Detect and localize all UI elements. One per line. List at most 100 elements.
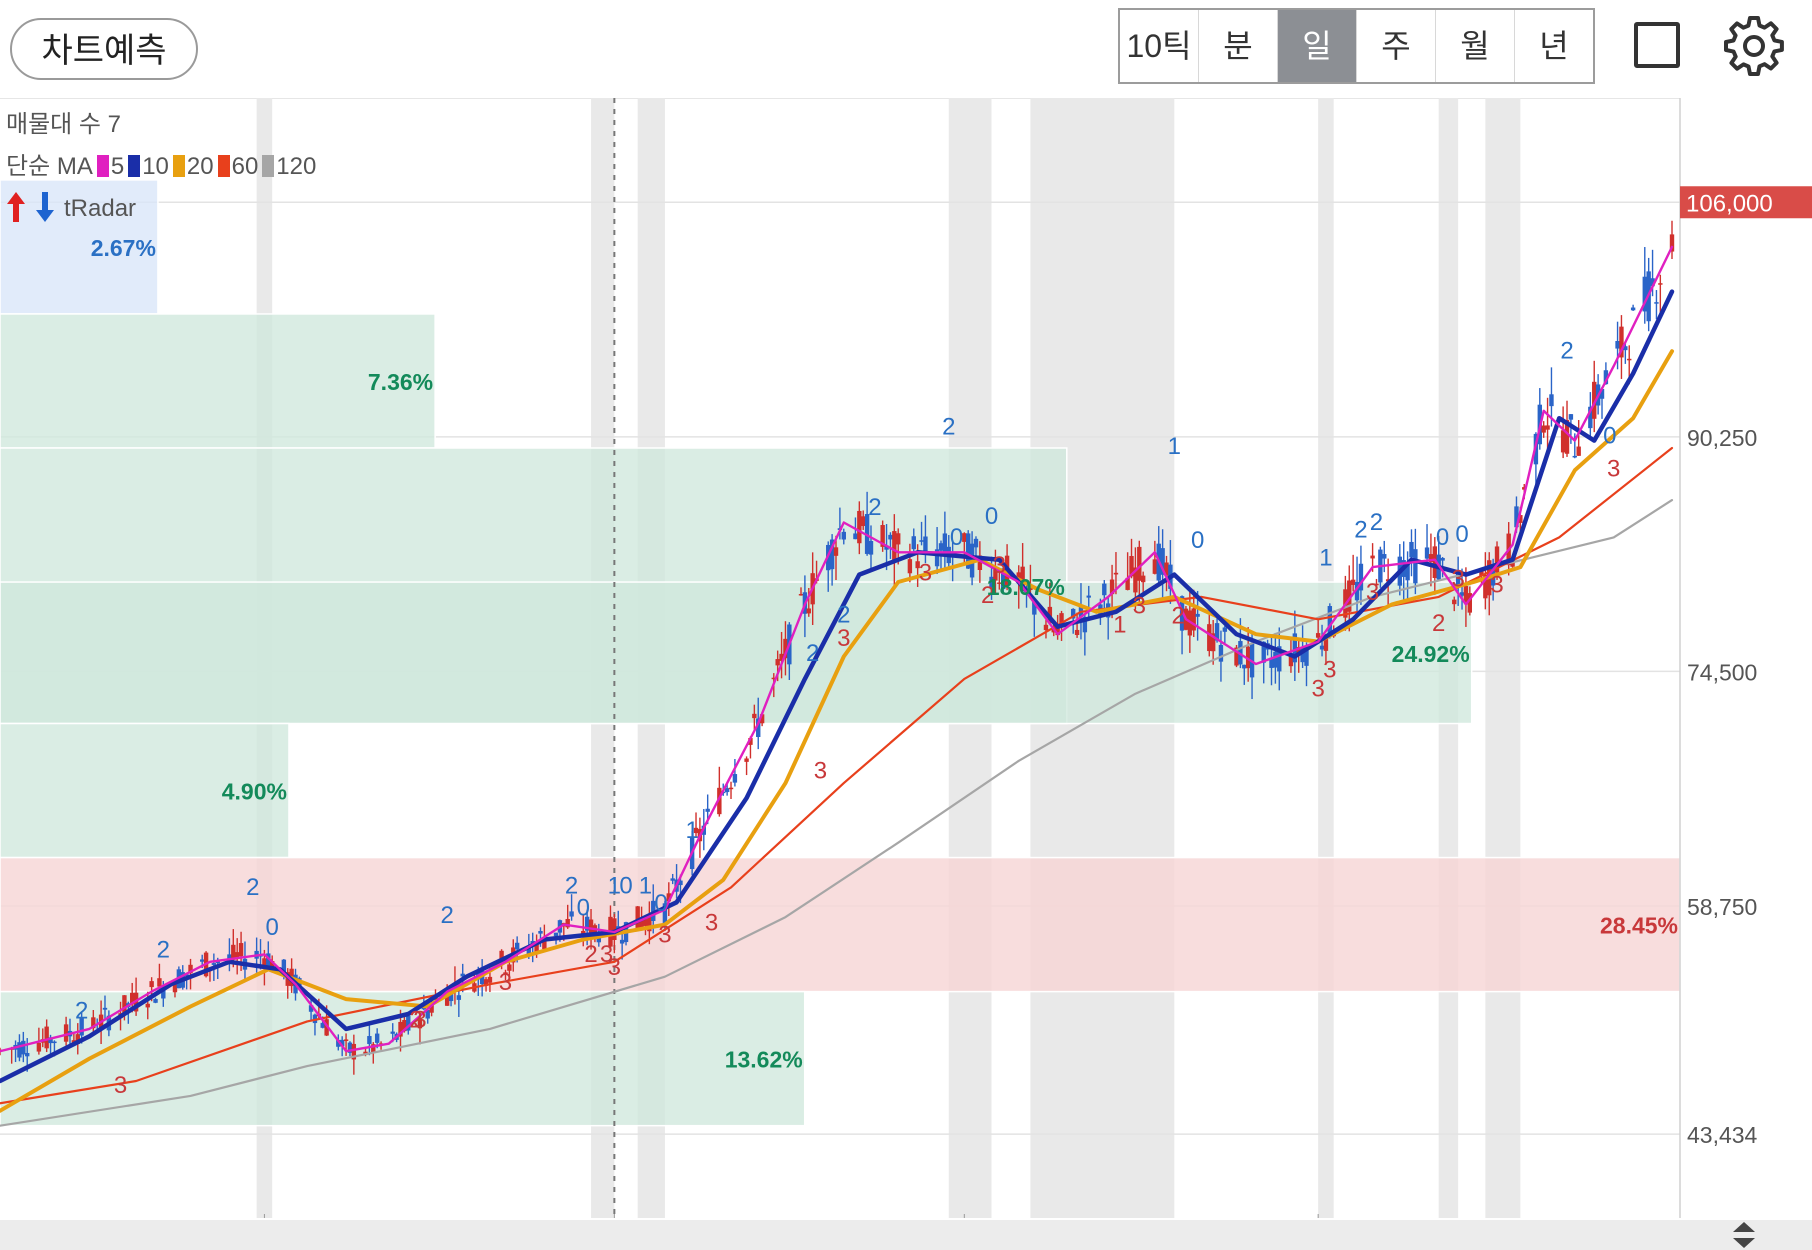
candle-body (503, 972, 508, 975)
candle-body (919, 540, 924, 542)
candle-body (853, 533, 858, 540)
candle-body (1463, 586, 1469, 603)
period-10tick-button[interactable]: 10틱 (1120, 10, 1199, 82)
candle-body (1514, 506, 1519, 528)
candle-body (756, 718, 761, 737)
candle-body (647, 914, 652, 932)
candle-body (1133, 567, 1138, 593)
signal-label: 3 (413, 1006, 426, 1033)
candle-body (1459, 592, 1465, 596)
candle-body (962, 533, 967, 542)
candle-body (1222, 627, 1228, 632)
volume-profile-percent: 4.90% (222, 779, 287, 805)
candle-body (868, 540, 874, 555)
candle-body (643, 919, 648, 926)
period-day-button[interactable]: 일 (1278, 10, 1357, 82)
volume-profile-bar (0, 313, 436, 449)
ma20-line (0, 349, 1674, 1113)
candle-body (705, 808, 710, 812)
candle-body (1125, 577, 1130, 590)
candle-body (269, 961, 275, 971)
candle-body (1082, 617, 1088, 633)
chart-predict-button[interactable]: 차트예측 (10, 18, 198, 80)
candle-body (1588, 406, 1593, 429)
candle-body (1191, 608, 1196, 631)
candle-body (1592, 381, 1597, 419)
signal-label: 3 (658, 921, 671, 948)
candle-body (44, 1026, 49, 1049)
candle-body (798, 593, 804, 596)
period-minute-button[interactable]: 분 (1199, 10, 1278, 82)
candle-body (1140, 575, 1146, 583)
signal-label: 3 (1451, 566, 1464, 593)
candle-body (1137, 546, 1142, 581)
signal-label: 0 (1603, 423, 1616, 450)
candle-body (17, 1042, 22, 1058)
candle-body (639, 917, 644, 929)
candle-body (444, 991, 450, 1006)
volume-profile-percent: 2.67% (91, 235, 156, 261)
candle-body (1129, 555, 1134, 577)
candle-body (1347, 580, 1352, 612)
signal-label: 0 (950, 524, 963, 551)
y-tick-label: 58,750 (1687, 894, 1757, 920)
candle-body (1658, 283, 1663, 285)
signal-label: 3 (1311, 676, 1324, 703)
fullscreen-square-icon[interactable] (1634, 22, 1680, 68)
time-axis-bar (0, 1220, 1812, 1250)
candle-body (1650, 278, 1655, 287)
candle-body (367, 1036, 372, 1044)
candle-body (752, 713, 757, 719)
candle-body (1300, 647, 1305, 663)
gear-icon[interactable] (1722, 14, 1786, 78)
candle-body (1323, 637, 1329, 651)
candle-body (153, 999, 158, 1003)
candle-body (779, 653, 784, 661)
period-year-button[interactable]: 년 (1539, 28, 1569, 64)
signal-label: 2 (440, 902, 453, 929)
candle-body (514, 942, 520, 950)
candle-body (907, 559, 913, 574)
signal-label: 2 (868, 494, 881, 521)
price-axis-panel (1680, 98, 1812, 1218)
candle-body (48, 1037, 53, 1044)
ma-legend: 단순 MA 5 10 20 60 120 (6, 146, 316, 181)
candle-body (398, 1021, 403, 1037)
candle-body (651, 900, 656, 921)
candle-body (542, 938, 547, 950)
candle-body (1207, 624, 1212, 652)
candle-body (1549, 394, 1554, 407)
ma5-line (0, 245, 1674, 1053)
candle-body (678, 880, 683, 886)
candle-body (402, 1020, 407, 1032)
candle-body (911, 536, 916, 550)
candle-body (499, 950, 504, 963)
candle-body (130, 992, 135, 1005)
period-week-button[interactable]: 주 (1357, 10, 1436, 82)
candle-body (1195, 613, 1200, 617)
candle-body (487, 976, 493, 983)
candle-body (841, 531, 846, 540)
candle-body (1467, 593, 1473, 613)
signal-label: 2 (942, 414, 955, 441)
period-month-button[interactable]: 월 (1436, 10, 1515, 82)
signal-label: 3 (1490, 571, 1503, 598)
candle-body (1028, 588, 1033, 591)
candle-body (1304, 646, 1309, 666)
candle-body (25, 1052, 30, 1057)
signal-label: 2 (1560, 338, 1573, 365)
signal-label: 0 (654, 890, 667, 917)
candle-body (1059, 613, 1064, 626)
candle-body (993, 567, 998, 581)
candle-body (942, 533, 948, 557)
candle-body (262, 958, 267, 968)
axis-scroll-handle-icon[interactable] (1728, 1220, 1760, 1250)
candle-body (425, 1010, 430, 1019)
volume-profile-percent: 7.36% (368, 369, 433, 395)
candle-body (1350, 579, 1356, 585)
signal-label: 2 (75, 997, 88, 1024)
candle-body (934, 549, 940, 567)
candle-body (1494, 546, 1500, 573)
candle-body (1599, 388, 1605, 399)
